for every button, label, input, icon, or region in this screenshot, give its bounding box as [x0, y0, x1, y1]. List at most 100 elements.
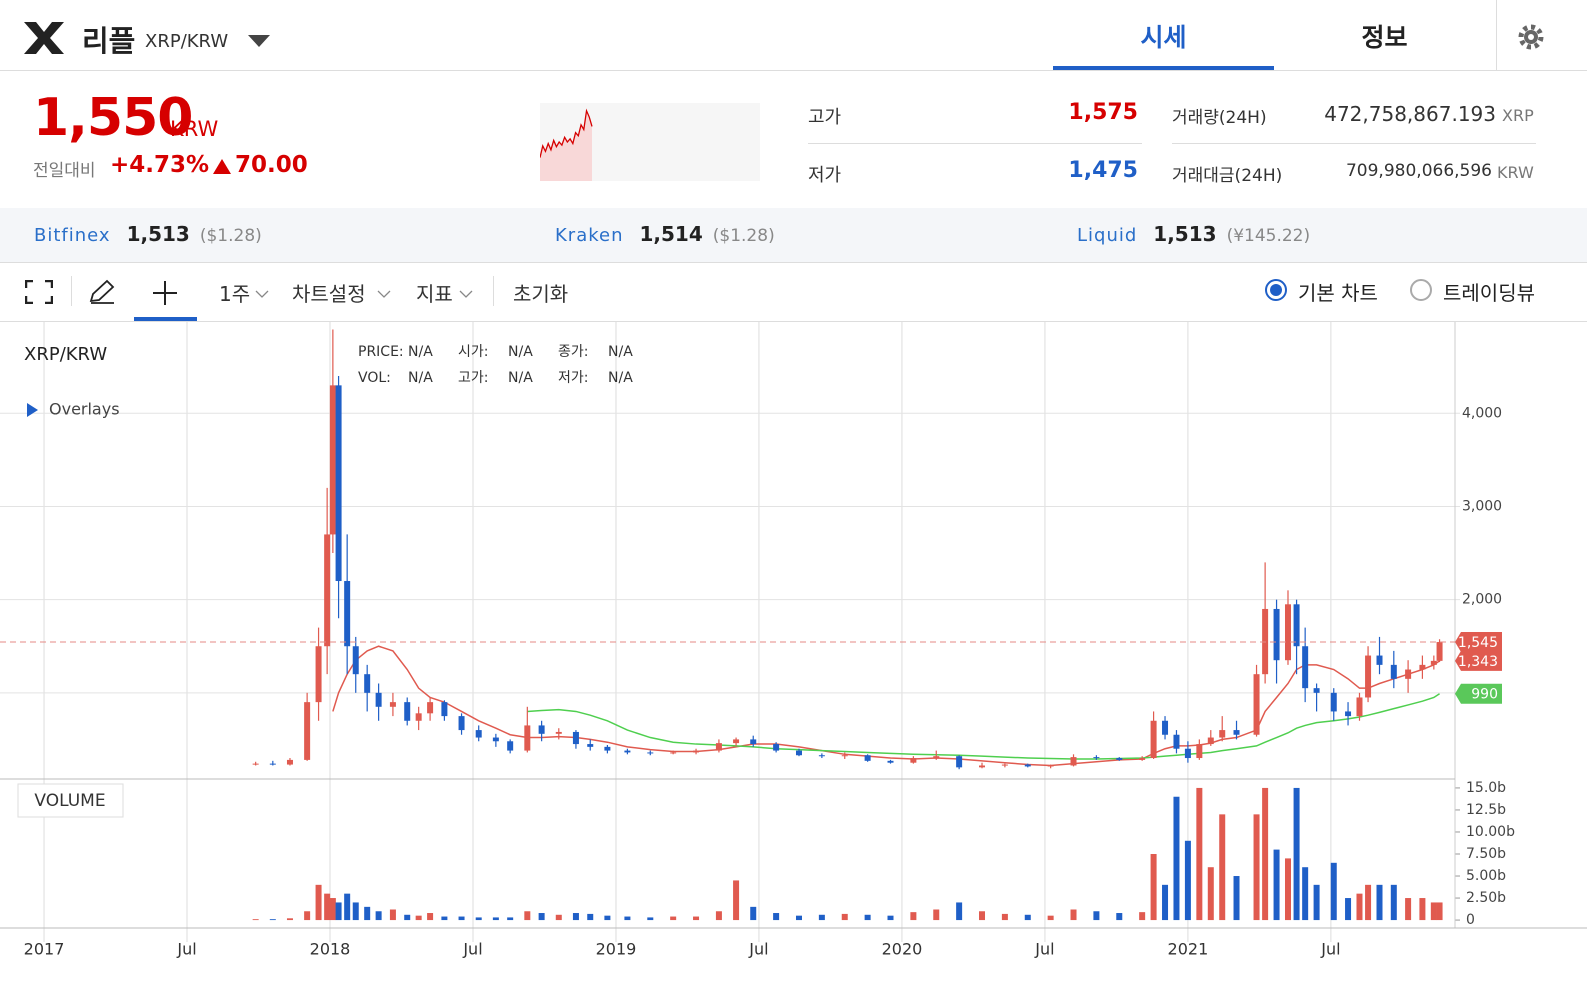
indicators[interactable]: 지표	[416, 282, 453, 306]
settings-gear[interactable]	[1518, 24, 1544, 50]
tab[interactable]: 시세	[1140, 23, 1187, 52]
fullscreen-button[interactable]	[25, 280, 53, 304]
price-tag	[1455, 632, 1502, 653]
volume-bar	[286, 918, 293, 921]
radio[interactable]	[1265, 279, 1287, 301]
candle-body	[733, 739, 740, 744]
draw-button[interactable]	[88, 279, 116, 305]
volume-bar	[304, 911, 311, 921]
volume-bar	[1139, 912, 1146, 921]
moving-average	[332, 645, 1440, 767]
stat-value: 709,980,066,596	[1345, 161, 1492, 181]
y-tick-label: 3,000	[1462, 498, 1502, 514]
interval[interactable]: 1주	[219, 282, 251, 306]
chart-modes: 기본 차트 트레이딩뷰	[0, 262, 1587, 321]
volume-bar	[624, 916, 631, 921]
candle-body	[315, 646, 322, 703]
volume-bar	[841, 913, 848, 921]
stat-value: 472,758,867.193	[1324, 102, 1496, 126]
volume-bar	[269, 919, 276, 921]
info-label: 종가:	[558, 344, 588, 360]
exchange-alt: ($1.28)	[199, 226, 262, 246]
exchange: Kraken 1,514 ($1.28)	[555, 222, 775, 246]
volume-bar	[1024, 914, 1031, 921]
candle-body	[1070, 757, 1077, 766]
candle-body	[1273, 608, 1280, 661]
candle-body	[524, 725, 531, 751]
volume-bar	[1219, 814, 1226, 921]
divider	[1496, 0, 1497, 70]
volume-bar	[1376, 884, 1383, 921]
plot-bg	[0, 322, 1455, 928]
toolbar	[0, 262, 1587, 322]
volume-bar	[1207, 867, 1214, 921]
volume-bar	[492, 917, 499, 921]
chart-title: XRP/KRW	[24, 344, 107, 365]
candle-body	[475, 730, 482, 738]
radio[interactable]	[1410, 279, 1432, 301]
chart: 2017Jul2018Jul2019Jul2020Jul2021Jul1,000…	[0, 322, 1587, 959]
candle-body	[538, 725, 545, 734]
candle-body	[1116, 758, 1123, 760]
reset[interactable]: 초기화	[513, 282, 569, 306]
volume-bar	[956, 902, 963, 921]
candle-body	[364, 674, 371, 693]
volume-bar	[538, 913, 545, 921]
candle-body	[1330, 692, 1337, 712]
candle-body	[1356, 697, 1363, 717]
candle-body	[1430, 660, 1437, 665]
volume-bar	[1047, 915, 1054, 921]
tab[interactable]: 정보	[1361, 23, 1408, 52]
candle-body	[715, 743, 722, 751]
candle-body	[404, 702, 411, 721]
radio-label: 기본 차트	[1298, 281, 1378, 305]
vol-tick-label: 12.5b	[1466, 802, 1506, 818]
exchange-price: 1,514	[639, 222, 703, 246]
dropdown-chevrons	[255, 290, 473, 298]
stat-label: 거래량(24H)	[1172, 108, 1267, 128]
crosshair-button[interactable]	[134, 262, 197, 321]
vol-tick-label: 15.0b	[1466, 780, 1506, 796]
volume-bar	[733, 880, 740, 921]
volume-bar	[1345, 898, 1352, 921]
volume-bar	[1001, 913, 1008, 921]
price-tag-label: 1,343	[1458, 654, 1498, 670]
info-label: 저가:	[558, 370, 588, 386]
candle-body	[1345, 711, 1352, 717]
candle-body	[750, 739, 757, 745]
candle-body	[1173, 734, 1180, 749]
candle-body	[587, 744, 594, 747]
candle-body	[1390, 664, 1397, 679]
candle-body	[389, 702, 396, 707]
dropdown[interactable]	[248, 35, 270, 49]
divider	[493, 276, 494, 306]
volume-bar	[441, 916, 448, 921]
info-value: N/A	[408, 370, 433, 386]
candle-body	[1376, 655, 1383, 665]
volume-bar	[887, 915, 894, 921]
y-tick-label: 4,000	[1462, 405, 1502, 421]
candle-body	[286, 759, 293, 765]
stat-value: 1,575	[1068, 100, 1138, 125]
x-tick-label: 2020	[882, 940, 923, 959]
sparkline-line	[540, 108, 593, 158]
pair: XRP/KRW	[145, 31, 229, 52]
volume-bar	[415, 915, 422, 921]
volume-bar	[1184, 840, 1191, 921]
candle-body	[375, 692, 382, 707]
volume-bar	[864, 914, 871, 921]
candle-body	[1365, 655, 1372, 698]
candle-body	[979, 765, 986, 768]
chart-settings[interactable]: 차트설정	[292, 282, 366, 306]
exchange-name: Liquid	[1077, 225, 1138, 246]
candle-body	[1419, 664, 1426, 670]
candle-body	[670, 752, 677, 754]
candle-body	[415, 713, 422, 721]
volume-bar	[587, 913, 594, 921]
info-label: 시가:	[458, 344, 488, 360]
info-value: N/A	[408, 344, 433, 360]
price-tag-label: 1,545	[1458, 635, 1498, 651]
stat-label: 저가	[808, 165, 842, 186]
volume-bar	[1419, 898, 1426, 921]
vol-tick-label: 7.50b	[1466, 846, 1506, 862]
